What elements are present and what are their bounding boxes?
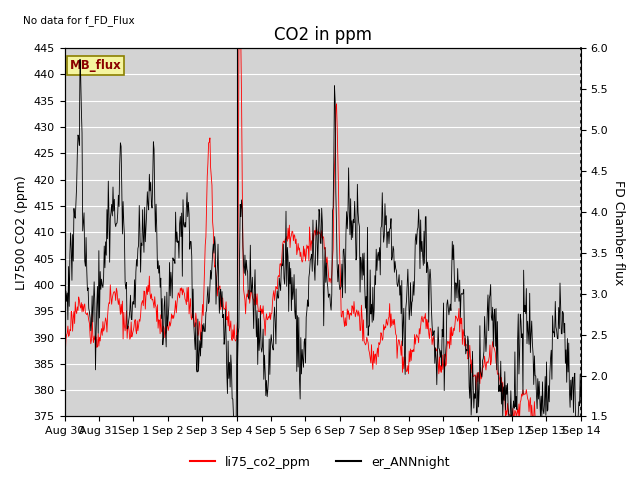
Y-axis label: FD Chamber flux: FD Chamber flux bbox=[612, 180, 625, 285]
Y-axis label: LI7500 CO2 (ppm): LI7500 CO2 (ppm) bbox=[15, 175, 28, 289]
Text: No data for f_FD_Flux: No data for f_FD_Flux bbox=[23, 15, 135, 26]
Text: MB_flux: MB_flux bbox=[70, 59, 122, 72]
Title: CO2 in ppm: CO2 in ppm bbox=[274, 26, 372, 44]
Legend: li75_co2_ppm, er_ANNnight: li75_co2_ppm, er_ANNnight bbox=[186, 451, 454, 474]
